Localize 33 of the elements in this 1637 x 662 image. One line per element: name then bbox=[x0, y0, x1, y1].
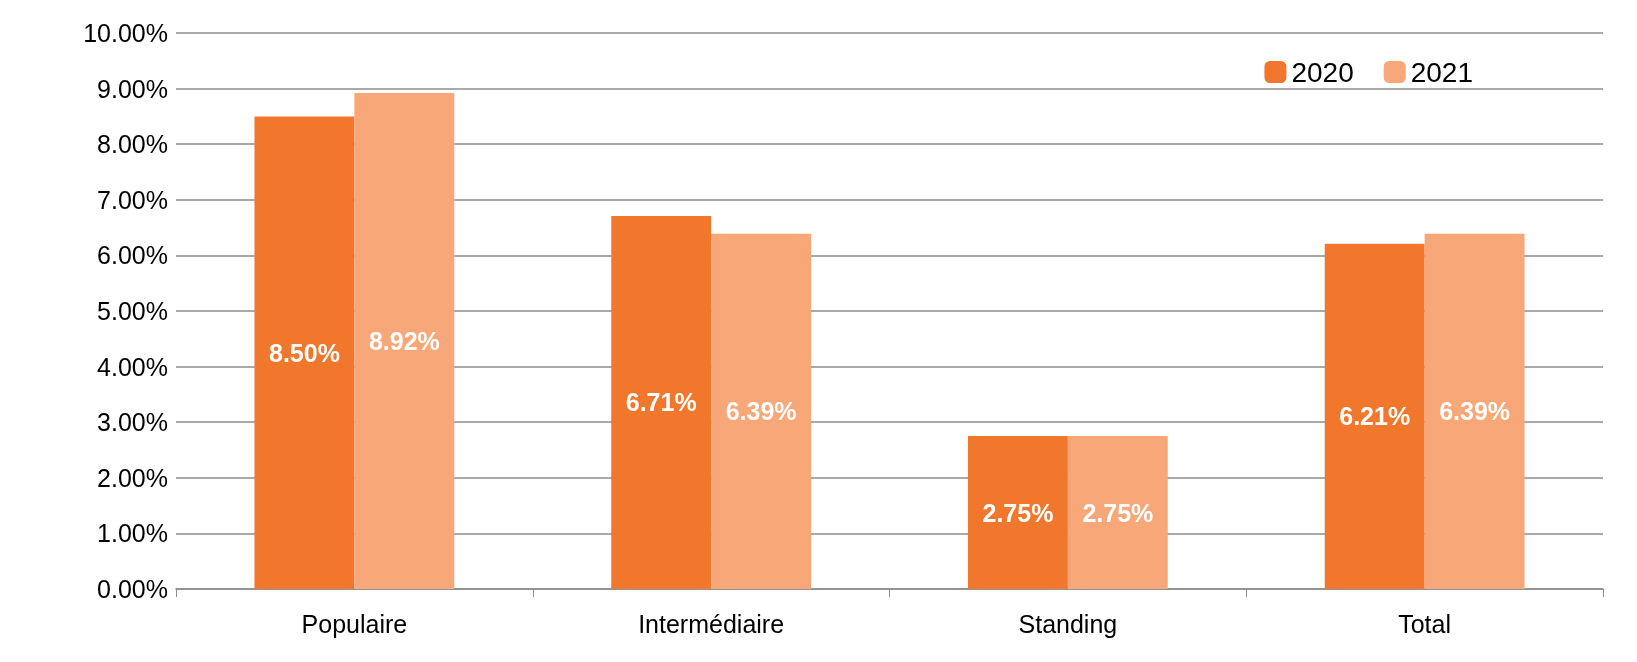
data-label: 6.71% bbox=[625, 388, 697, 417]
x-tick-label: Total bbox=[1398, 609, 1452, 638]
data-label: 2.75% bbox=[1082, 498, 1154, 527]
y-tick-label: 2.00% bbox=[97, 463, 168, 492]
y-tick-label: 4.00% bbox=[97, 352, 168, 381]
x-tick-label: Intermédiaire bbox=[638, 609, 785, 638]
bar bbox=[1067, 436, 1168, 589]
y-tick-label: 10.00% bbox=[83, 19, 168, 47]
data-label: 6.21% bbox=[1339, 402, 1411, 431]
data-label: 8.50% bbox=[268, 338, 340, 367]
y-tick-label: 1.00% bbox=[97, 519, 168, 548]
x-tick-label: Populaire bbox=[301, 609, 408, 638]
y-tick-label: 0.00% bbox=[97, 575, 168, 603]
bar bbox=[254, 116, 355, 589]
y-tick-label: 9.00% bbox=[97, 74, 168, 103]
data-label: 8.92% bbox=[368, 327, 440, 356]
y-tick-label: 3.00% bbox=[97, 408, 168, 437]
data-label: 2.75% bbox=[982, 498, 1054, 527]
bar bbox=[1324, 243, 1425, 589]
bar bbox=[611, 215, 712, 589]
legend-label: 2021 bbox=[1410, 56, 1474, 88]
bar bbox=[1424, 233, 1525, 589]
x-tick-label: Standing bbox=[1018, 609, 1118, 638]
y-tick-label: 6.00% bbox=[97, 241, 168, 270]
y-tick-label: 8.00% bbox=[97, 130, 168, 159]
bar bbox=[711, 233, 812, 589]
y-tick-label: 5.00% bbox=[97, 297, 168, 325]
data-label: 6.39% bbox=[725, 397, 797, 426]
y-tick-label: 7.00% bbox=[97, 185, 168, 214]
data-label: 6.39% bbox=[1439, 397, 1511, 426]
bar bbox=[354, 93, 455, 589]
legend-label: 2020 bbox=[1291, 56, 1354, 88]
bar bbox=[967, 436, 1068, 589]
